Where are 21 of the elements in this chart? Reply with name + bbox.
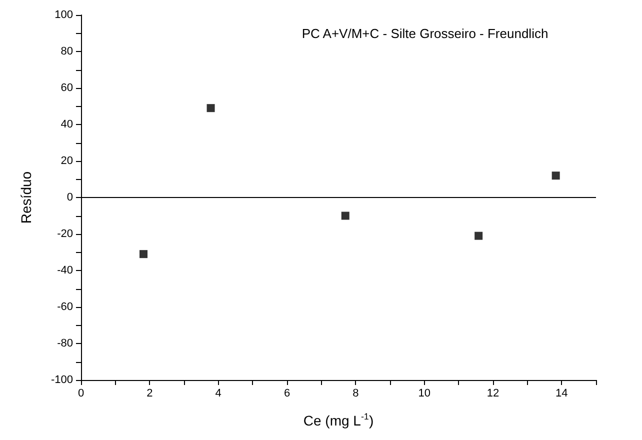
x-tick-label: 2 — [146, 388, 153, 400]
y-tick-label: 60 — [60, 82, 73, 94]
x-tick-label: 12 — [486, 388, 500, 400]
y-tick-label: -80 — [57, 338, 73, 350]
y-tick-label: -20 — [57, 228, 73, 240]
x-tick-label: 10 — [418, 388, 430, 400]
y-tick-label: -40 — [57, 264, 73, 276]
y-tick-label: 40 — [60, 118, 73, 130]
x-tick-label: 8 — [352, 388, 359, 400]
y-tick-label: 0 — [66, 192, 73, 204]
x-tick-label: 14 — [556, 388, 568, 400]
y-tick-label: -60 — [57, 301, 73, 313]
text: PC A+V/M+C - Silte Grosseiro - Freundlich — [302, 26, 548, 41]
x-tick-label: 4 — [215, 388, 222, 400]
y-tick-label: 100 — [54, 9, 73, 21]
x-tick-label: 6 — [284, 388, 290, 400]
y-axis-title: Resíduo — [18, 171, 34, 224]
y-tick-label: 20 — [60, 155, 73, 167]
x-tick-label: 0 — [78, 388, 84, 400]
y-tick-label: 80 — [60, 46, 73, 58]
y-tick-label: -100 — [50, 374, 73, 386]
